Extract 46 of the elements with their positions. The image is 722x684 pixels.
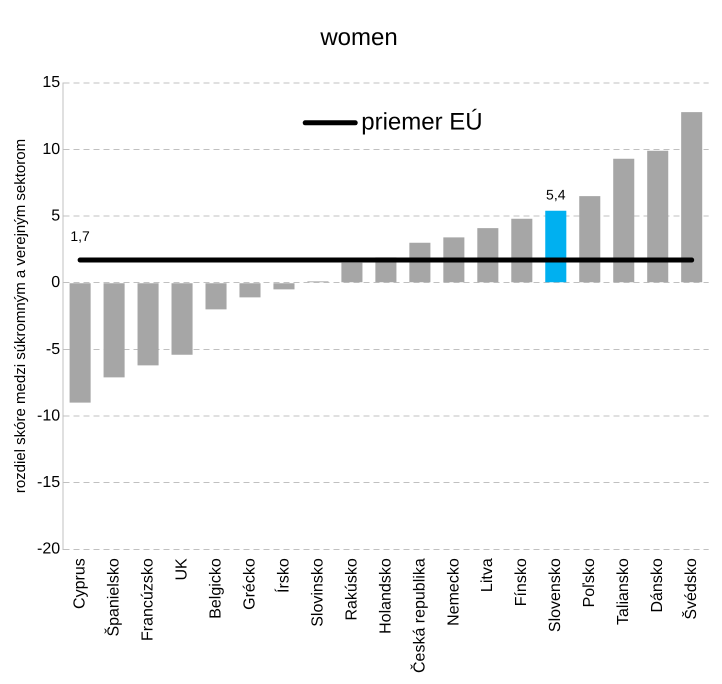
bar — [70, 283, 91, 403]
bar — [341, 262, 362, 282]
bar — [681, 112, 702, 282]
x-tick-label: UK — [173, 558, 190, 581]
x-tick-label: Slovensko — [547, 558, 564, 632]
y-tick-label: -10 — [37, 407, 60, 424]
bar — [477, 228, 498, 282]
bar — [273, 283, 295, 290]
y-tick-label: -15 — [37, 474, 60, 492]
y-tick-label: 10 — [42, 140, 60, 158]
bar — [205, 283, 227, 310]
y-tick-label: 0 — [51, 274, 60, 292]
y-tick-label: -20 — [37, 540, 60, 558]
data-label: 5,4 — [546, 186, 566, 203]
x-tick-label: Cyprus — [72, 558, 89, 609]
data-label: 1,7 — [70, 228, 90, 244]
y-tick-label: -5 — [46, 340, 60, 358]
bar — [172, 283, 193, 355]
y-tick-label: 5 — [51, 207, 60, 224]
bar — [579, 196, 600, 282]
x-tick-label: Slovinsko — [309, 558, 326, 627]
x-tick-label: Francúzsko — [139, 558, 156, 641]
x-tick-label: Dánsko — [649, 558, 666, 613]
x-tick-label: Švédsko — [682, 558, 700, 620]
bar — [613, 158, 634, 282]
bar — [104, 283, 125, 378]
x-tick-label: Fínsko — [513, 558, 530, 606]
x-tick-label: Rakúsko — [343, 558, 360, 621]
y-axis-title: rozdiel skóre medzi súkromným a verejným sektorom — [12, 138, 30, 494]
chart-title: women — [319, 24, 398, 52]
y-tick-label: 15 — [42, 74, 60, 92]
x-tick-label: Belgicko — [207, 558, 224, 619]
x-tick-label: Poľsko — [581, 558, 598, 608]
x-tick-label: Španielsko — [104, 558, 122, 637]
x-tick-label: Litva — [479, 558, 496, 592]
x-tick-label: Česká republika — [410, 558, 428, 674]
x-tick-label: Holandsko — [377, 558, 394, 634]
x-tick-label: Grécko — [241, 558, 258, 610]
x-tick-label: Taliansko — [615, 558, 632, 625]
x-tick-label: Nemecko — [445, 558, 462, 626]
legend-label: priemer EÚ — [361, 108, 483, 136]
x-tick-label: Írsko — [274, 558, 292, 593]
bar — [647, 150, 668, 282]
bar — [545, 210, 566, 282]
bar — [239, 283, 261, 298]
bar — [138, 283, 159, 366]
